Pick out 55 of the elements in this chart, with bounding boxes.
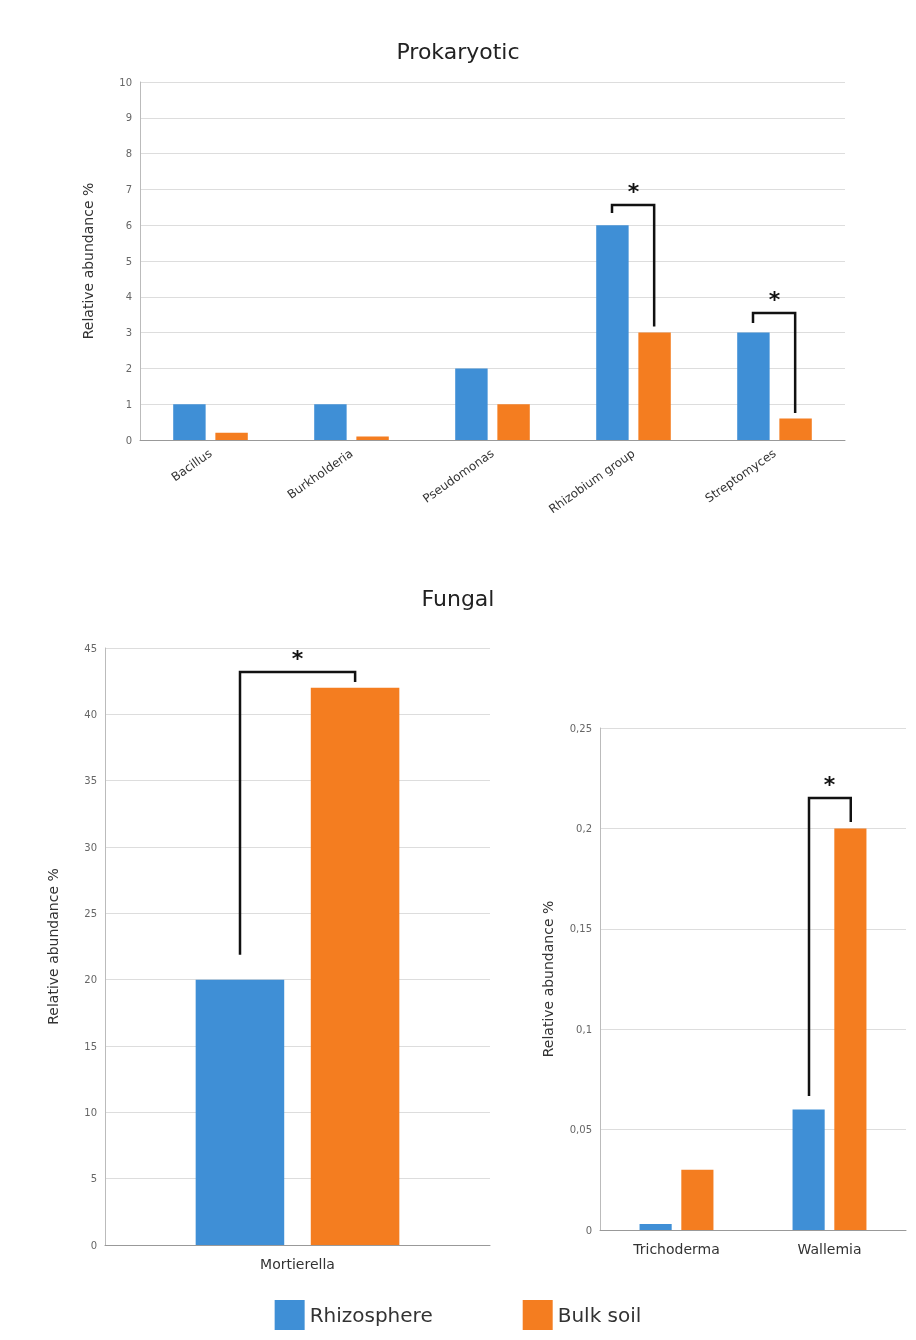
- y-tick-label: 0: [90, 1239, 97, 1251]
- bar: [215, 432, 248, 440]
- bar: [834, 828, 867, 1230]
- bar: [737, 332, 770, 440]
- y-tick-label: 1: [125, 398, 132, 410]
- bar: [779, 418, 812, 440]
- y-tick-label: 5: [125, 255, 132, 267]
- y-tick-label: 0,05: [569, 1124, 592, 1136]
- y-tick-label: 5: [90, 1173, 97, 1185]
- annotation: *: [291, 645, 304, 671]
- y-tick-label: 40: [84, 708, 97, 720]
- legend-label: Bulk soil: [557, 1303, 642, 1327]
- y-tick-label: 7: [125, 183, 132, 195]
- y-tick-label: 45: [84, 642, 97, 654]
- y-tick-label: 4: [125, 291, 132, 303]
- y-tick-label: 10: [119, 76, 132, 88]
- y-tick-label: 0,15: [569, 923, 592, 935]
- y-tick-label: 0,2: [576, 822, 592, 834]
- bar: [497, 404, 530, 440]
- annotation: *: [768, 286, 781, 312]
- bar: [681, 1169, 714, 1230]
- x-tick-label: Wallemia: [797, 1241, 862, 1257]
- y-tick-label: 0,1: [576, 1023, 592, 1035]
- bar: [638, 332, 671, 440]
- y-tick-label: 20: [84, 974, 97, 986]
- chart-title: Prokaryotic: [396, 38, 520, 64]
- chart-title: Fungal: [421, 585, 495, 611]
- x-tick-label: Mortierella: [260, 1256, 335, 1272]
- y-tick-label: 0: [125, 434, 132, 446]
- x-tick-label: Trichoderma: [632, 1241, 720, 1257]
- bar: [596, 225, 629, 440]
- annotation: *: [627, 179, 640, 205]
- bar: [173, 404, 206, 440]
- y-tick-label: 35: [84, 775, 97, 787]
- y-tick-label: 0: [585, 1224, 592, 1236]
- annotation: *: [823, 772, 836, 798]
- y-tick-label: 8: [125, 148, 132, 160]
- y-tick-label: 0,25: [569, 722, 592, 734]
- y-tick-label: 3: [125, 327, 132, 339]
- y-tick-label: 6: [125, 219, 132, 231]
- y-axis-title: Relative abundance %: [80, 182, 96, 340]
- bar: [792, 1109, 825, 1230]
- y-tick-label: 30: [84, 841, 97, 853]
- bar: [639, 1223, 672, 1230]
- bar: [356, 436, 389, 440]
- legend-label: Rhizosphere: [309, 1303, 433, 1327]
- bar: [455, 368, 488, 440]
- y-tick-label: 15: [84, 1040, 97, 1052]
- y-tick-label: 25: [84, 907, 97, 919]
- y-axis-title: Relative abundance %: [540, 900, 556, 1058]
- bar: [314, 404, 347, 440]
- y-tick-label: 2: [125, 362, 132, 374]
- y-axis-title: Relative abundance %: [45, 868, 61, 1025]
- y-tick-label: 10: [84, 1106, 97, 1118]
- y-tick-label: 9: [125, 112, 132, 124]
